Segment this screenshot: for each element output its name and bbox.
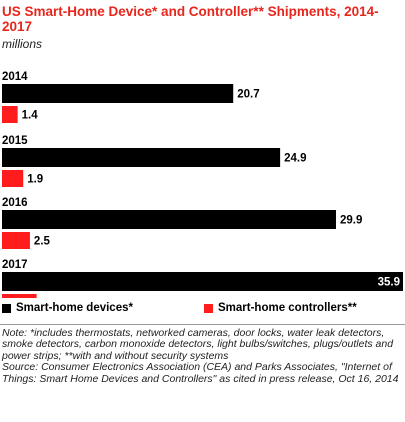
legend-item-devices: Smart-home devices* bbox=[2, 302, 133, 314]
bar-controllers-2014 bbox=[2, 106, 18, 123]
chart-notes: Note: *includes thermostats, networked c… bbox=[2, 327, 404, 385]
chart-subtitle: millions bbox=[2, 37, 43, 51]
bar-devices-2017 bbox=[2, 272, 403, 291]
year-label-2017: 2017 bbox=[2, 259, 28, 271]
chart-title: US Smart-Home Device* and Controller** S… bbox=[2, 4, 379, 34]
value-label-controllers-2017: 3.1 bbox=[41, 298, 58, 299]
source-text: Source: Consumer Electronics Association… bbox=[2, 361, 399, 385]
value-label-devices-2015: 24.9 bbox=[284, 153, 306, 165]
legend-label-controllers: Smart-home controllers** bbox=[218, 302, 357, 314]
bar-devices-2016 bbox=[2, 210, 336, 229]
value-label-controllers-2014: 1.4 bbox=[22, 110, 39, 122]
notes-divider bbox=[0, 324, 405, 325]
value-label-controllers-2016: 2.5 bbox=[34, 236, 51, 248]
year-label-2015: 2015 bbox=[2, 135, 28, 147]
year-label-2014: 2014 bbox=[2, 71, 28, 83]
bar-devices-2014 bbox=[2, 84, 234, 103]
value-label-devices-2017: 35.9 bbox=[378, 277, 400, 289]
legend-swatch-controllers bbox=[204, 303, 213, 313]
value-label-devices-2016: 29.9 bbox=[340, 215, 362, 227]
legend-swatch-devices bbox=[2, 303, 11, 313]
year-label-2016: 2016 bbox=[2, 197, 28, 209]
legend-label-devices: Smart-home devices* bbox=[16, 302, 133, 314]
bar-controllers-2015 bbox=[2, 170, 24, 187]
value-label-devices-2014: 20.7 bbox=[237, 89, 259, 101]
bar-devices-2015 bbox=[2, 148, 281, 167]
note-text: Note: *includes thermostats, networked c… bbox=[2, 327, 394, 362]
value-label-controllers-2015: 1.9 bbox=[27, 174, 43, 186]
bar-controllers-2017 bbox=[2, 294, 37, 298]
bar-controllers-2016 bbox=[2, 232, 30, 249]
legend-item-controllers: Smart-home controllers** bbox=[204, 302, 357, 314]
bar-chart: 2014 20.7 1.4 2015 24.9 1.9 2016 29.9 2.5 2017 35.… bbox=[2, 71, 403, 299]
